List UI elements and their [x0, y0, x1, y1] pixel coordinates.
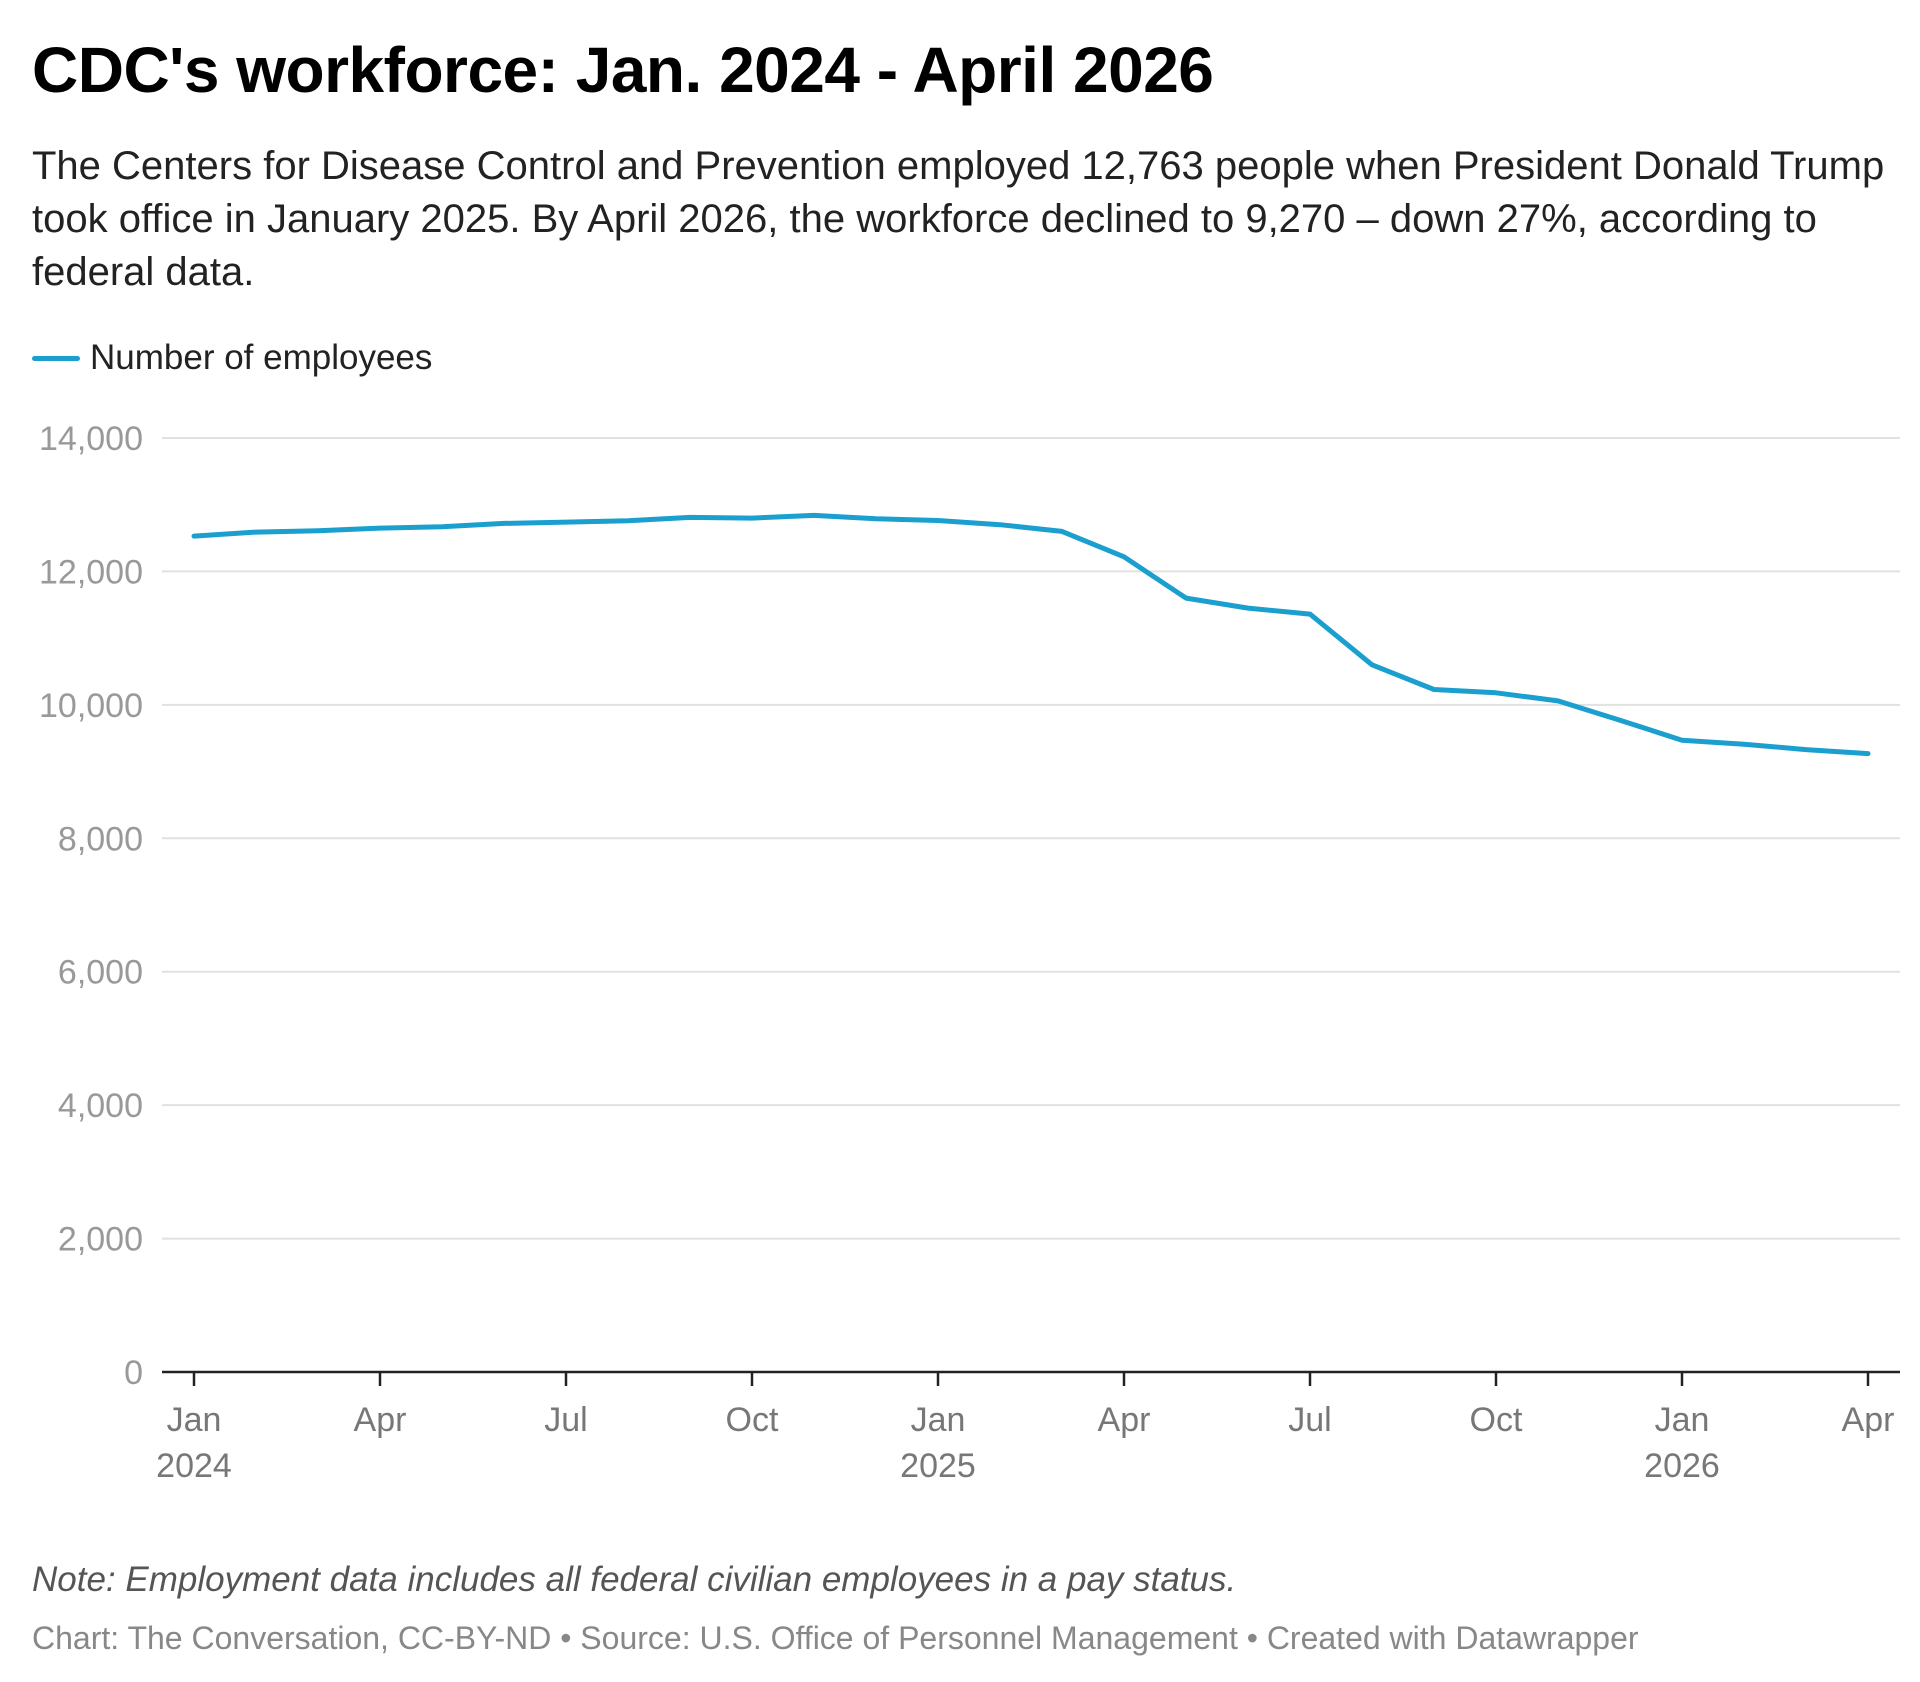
x-tick-label: Apr: [1842, 1401, 1895, 1439]
x-tick-label: Oct: [726, 1401, 779, 1439]
y-tick-label: 4,000: [58, 1087, 143, 1125]
y-tick-label: 12,000: [39, 553, 143, 591]
x-tick-year-label: 2026: [1644, 1447, 1720, 1485]
legend-label: Number of employees: [90, 338, 433, 377]
line-chart: 14,00012,00010,0008,0006,0004,0002,0000J…: [39, 420, 1900, 1485]
x-tick-year-label: 2024: [156, 1447, 232, 1485]
x-tick-label: Jan: [167, 1401, 222, 1439]
x-tick-label: Jan: [911, 1401, 966, 1439]
chart-credits: Chart: The Conversation, CC-BY-ND • Sour…: [32, 1620, 1639, 1656]
x-tick-label: Jul: [1288, 1401, 1331, 1439]
y-tick-label: 10,000: [39, 687, 143, 725]
y-tick-label: 14,000: [39, 420, 143, 458]
y-tick-label: 8,000: [58, 820, 143, 858]
y-tick-label: 6,000: [58, 954, 143, 992]
x-tick-label: Jul: [544, 1401, 587, 1439]
legend-swatch: [32, 355, 80, 361]
x-tick-year-label: 2025: [900, 1447, 976, 1485]
y-tick-label: 2,000: [58, 1221, 143, 1259]
y-tick-label: 0: [124, 1354, 143, 1392]
series-line-employees: [191, 512, 1871, 757]
x-tick-label: Jan: [1655, 1401, 1710, 1439]
x-tick-label: Apr: [1098, 1401, 1151, 1439]
legend: Number of employees: [32, 336, 432, 380]
chart-subtitle: The Centers for Disease Control and Prev…: [32, 144, 1885, 294]
x-tick-label: Oct: [1470, 1401, 1523, 1439]
x-tick-label: Apr: [354, 1401, 407, 1439]
chart-title: CDC's workforce: Jan. 2024 - April 2026: [32, 34, 1214, 106]
chart-note: Note: Employment data includes all feder…: [32, 1560, 1237, 1599]
